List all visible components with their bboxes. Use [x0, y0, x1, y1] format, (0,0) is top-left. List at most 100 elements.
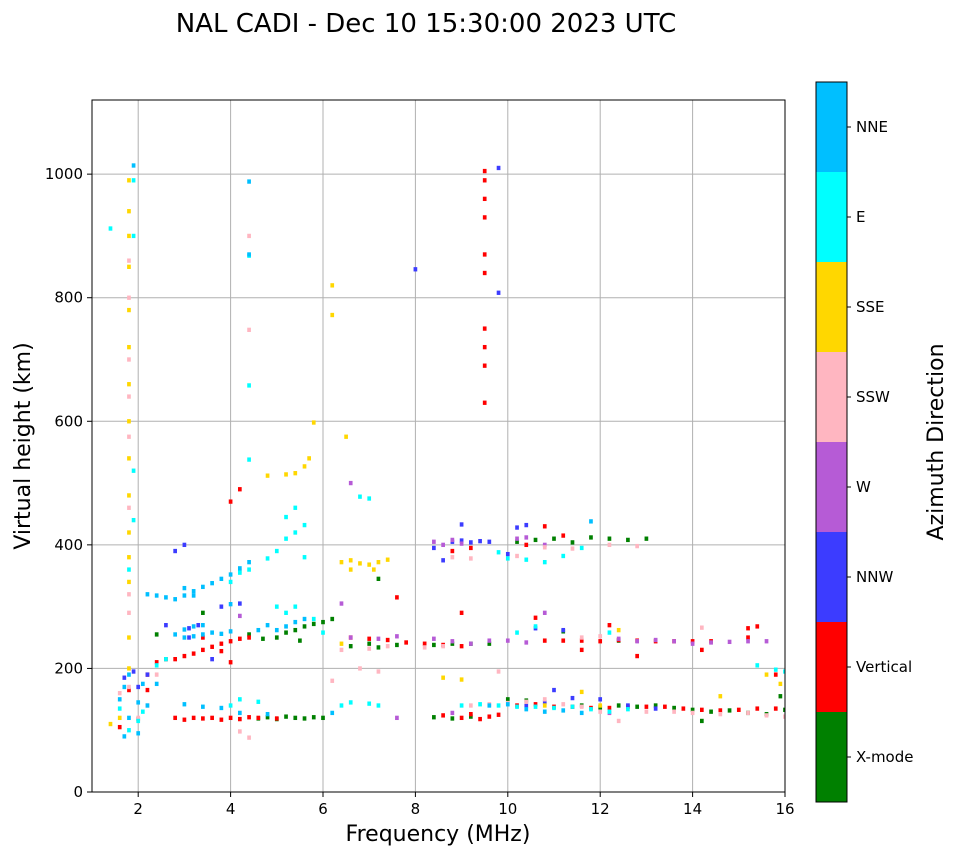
- data-cell-vertical: [228, 715, 233, 721]
- data-cell-nne: [228, 629, 233, 634]
- data-cell-w: [348, 480, 353, 486]
- data-cell-vertical: [690, 639, 695, 644]
- data-cell-vertical: [478, 716, 482, 722]
- data-cell-vertical: [482, 215, 487, 220]
- data-cell-nne: [247, 252, 251, 257]
- data-cell-e: [533, 624, 538, 629]
- data-cell-e: [358, 494, 362, 499]
- data-cell-w: [450, 639, 455, 644]
- data-cell-nnw: [570, 695, 575, 701]
- data-cell-w: [450, 710, 455, 716]
- data-cell-vertical: [247, 635, 251, 640]
- data-cell-ssw: [635, 543, 640, 549]
- data-cell-e: [496, 550, 501, 555]
- data-cell-x-mode: [284, 630, 288, 635]
- data-cell-sse: [117, 715, 122, 721]
- data-cell-e: [311, 616, 316, 622]
- colorbar-label: NNE: [856, 118, 888, 136]
- data-cell-vertical: [746, 626, 750, 631]
- data-cell-sse: [579, 689, 584, 695]
- data-cell-vertical: [482, 344, 487, 350]
- data-cell-vertical: [191, 651, 196, 656]
- data-cell-x-mode: [607, 536, 612, 541]
- data-cell-e: [127, 728, 131, 733]
- data-cell-sse: [778, 681, 783, 687]
- data-cell-vertical: [561, 533, 566, 538]
- data-cell-e: [367, 701, 372, 706]
- data-cell-nne: [237, 710, 242, 716]
- data-cell-sse: [127, 530, 131, 535]
- data-cell-nne: [131, 163, 136, 168]
- data-cell-vertical: [228, 499, 233, 504]
- data-cell-x-mode: [450, 716, 455, 721]
- data-cell-ssw: [422, 645, 427, 650]
- data-cell-nne: [201, 584, 205, 590]
- data-cell-nne: [182, 635, 187, 640]
- data-cell-w: [746, 639, 750, 644]
- data-cell-nnw: [459, 522, 464, 527]
- data-cell-w: [672, 639, 676, 644]
- data-cell-e: [228, 579, 233, 585]
- data-cell-nne: [136, 700, 141, 705]
- data-cell-x-mode: [395, 642, 399, 648]
- data-cell-nne: [154, 593, 159, 598]
- data-cell-vertical: [201, 716, 205, 721]
- data-cell-x-mode: [635, 704, 640, 709]
- data-cell-nne: [182, 702, 187, 707]
- data-cell-x-mode: [709, 709, 713, 714]
- data-cell-vertical: [274, 716, 279, 721]
- data-cell-nnw: [122, 675, 127, 680]
- data-cell-x-mode: [505, 697, 510, 702]
- data-cell-x-mode: [699, 718, 704, 724]
- data-cell-sse: [302, 464, 307, 469]
- data-cell-nnw: [487, 539, 492, 544]
- data-cell-vertical: [482, 168, 487, 174]
- data-cell-sse: [764, 672, 769, 677]
- data-cell-vertical: [579, 638, 584, 643]
- data-cell-ssw: [330, 678, 335, 683]
- y-tick-label: 0: [73, 783, 83, 801]
- data-cell-sse: [358, 561, 362, 566]
- data-cell-w: [505, 638, 510, 643]
- data-cell-w: [395, 634, 399, 639]
- data-cell-nnw: [505, 551, 510, 557]
- data-cell-sse: [127, 178, 131, 183]
- data-cell-e: [496, 703, 501, 708]
- data-cell-nne: [579, 710, 584, 716]
- data-cell-e: [321, 630, 325, 635]
- data-cell-ssw: [616, 718, 621, 724]
- data-cell-sse: [127, 209, 131, 214]
- data-cell-ssw: [542, 545, 547, 550]
- data-cell-vertical: [219, 717, 224, 722]
- data-cell-ssw: [672, 709, 676, 714]
- data-cell-vertical: [127, 687, 131, 693]
- grid-lines: [92, 100, 786, 793]
- data-cell-sse: [127, 307, 131, 313]
- data-cell-vertical: [145, 687, 150, 693]
- data-cell-nne: [210, 581, 214, 586]
- y-tick-label: 200: [54, 659, 83, 677]
- data-cell-vertical: [755, 624, 760, 629]
- data-cell-nne: [127, 715, 131, 721]
- data-cell-e: [607, 709, 612, 714]
- data-cell-vertical: [404, 640, 409, 645]
- data-cell-ssw: [247, 735, 251, 740]
- data-cell-e: [348, 700, 353, 705]
- data-cell-nne: [182, 593, 187, 598]
- data-cell-sse: [127, 233, 131, 239]
- data-cell-vertical: [607, 705, 612, 711]
- data-cell-sse: [598, 703, 603, 708]
- data-cell-vertical: [561, 638, 566, 643]
- data-cell-x-mode: [311, 715, 316, 720]
- data-cell-sse: [293, 471, 298, 476]
- data-cell-nne: [154, 681, 159, 687]
- data-cell-e: [524, 557, 529, 562]
- data-cell-ssw: [450, 555, 455, 560]
- colorbar-label: SSE: [856, 298, 885, 316]
- data-cell-w: [339, 601, 344, 606]
- data-cell-e: [154, 663, 159, 668]
- data-cell-nnw: [219, 604, 224, 609]
- data-cell-nnw: [145, 672, 150, 677]
- data-cell-sse: [330, 283, 335, 288]
- colorbar-segment: [816, 532, 847, 622]
